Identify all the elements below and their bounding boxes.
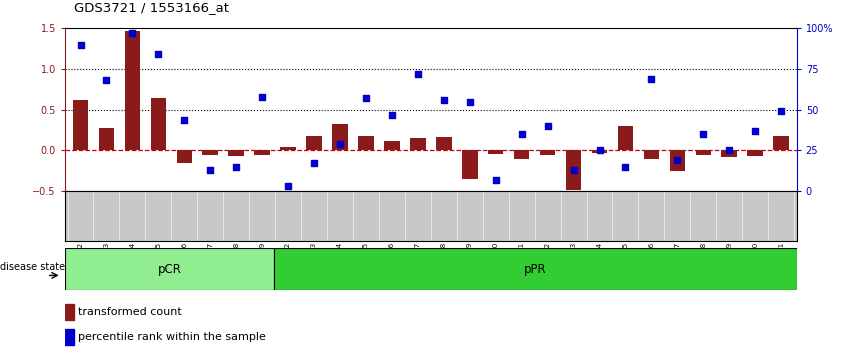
- Point: [540, 123, 554, 129]
- Point: [592, 148, 606, 153]
- Bar: [773, 136, 789, 150]
- Bar: [436, 137, 451, 150]
- Bar: [643, 150, 659, 159]
- Point: [74, 42, 87, 47]
- Text: transformed count: transformed count: [78, 307, 182, 317]
- Point: [696, 131, 710, 137]
- Point: [618, 164, 632, 170]
- Bar: [747, 150, 763, 156]
- Point: [436, 97, 450, 103]
- Point: [514, 131, 528, 137]
- Point: [255, 94, 269, 99]
- Bar: [462, 150, 477, 179]
- Text: percentile rank within the sample: percentile rank within the sample: [78, 332, 266, 342]
- Bar: [177, 150, 192, 162]
- Point: [462, 99, 476, 104]
- Point: [411, 71, 425, 77]
- Bar: [359, 136, 374, 150]
- Bar: [565, 150, 581, 189]
- Bar: [591, 150, 607, 153]
- Text: GDS3721 / 1553166_at: GDS3721 / 1553166_at: [74, 1, 229, 14]
- Point: [307, 161, 321, 166]
- Point: [100, 78, 113, 83]
- Bar: [99, 128, 114, 150]
- Bar: [65, 304, 74, 320]
- Bar: [65, 248, 274, 290]
- Point: [670, 158, 684, 163]
- Bar: [695, 150, 711, 154]
- Bar: [203, 150, 218, 154]
- Bar: [540, 150, 555, 154]
- Point: [748, 128, 762, 134]
- Bar: [410, 138, 426, 150]
- Bar: [669, 150, 685, 171]
- Bar: [281, 147, 296, 150]
- Bar: [488, 150, 503, 154]
- Bar: [151, 98, 166, 150]
- Bar: [274, 248, 797, 290]
- Point: [566, 167, 580, 173]
- Point: [385, 112, 399, 118]
- Bar: [73, 100, 88, 150]
- Point: [229, 164, 243, 170]
- Bar: [385, 141, 400, 150]
- Text: pPR: pPR: [524, 263, 546, 275]
- Point: [488, 177, 502, 183]
- Point: [281, 183, 295, 189]
- Text: disease state: disease state: [0, 262, 65, 272]
- Bar: [617, 126, 633, 150]
- Bar: [721, 150, 737, 157]
- Bar: [125, 31, 140, 150]
- Point: [204, 167, 217, 173]
- Point: [359, 96, 373, 101]
- Point: [774, 109, 788, 114]
- Point: [126, 30, 139, 36]
- Bar: [514, 150, 529, 159]
- Point: [722, 148, 736, 153]
- Point: [644, 76, 658, 82]
- Bar: [307, 136, 322, 150]
- Bar: [229, 150, 244, 156]
- Point: [152, 52, 165, 57]
- Text: pCR: pCR: [158, 263, 181, 275]
- Point: [333, 141, 347, 147]
- Point: [178, 117, 191, 122]
- Bar: [65, 329, 74, 345]
- Bar: [255, 150, 270, 154]
- Bar: [333, 124, 348, 150]
